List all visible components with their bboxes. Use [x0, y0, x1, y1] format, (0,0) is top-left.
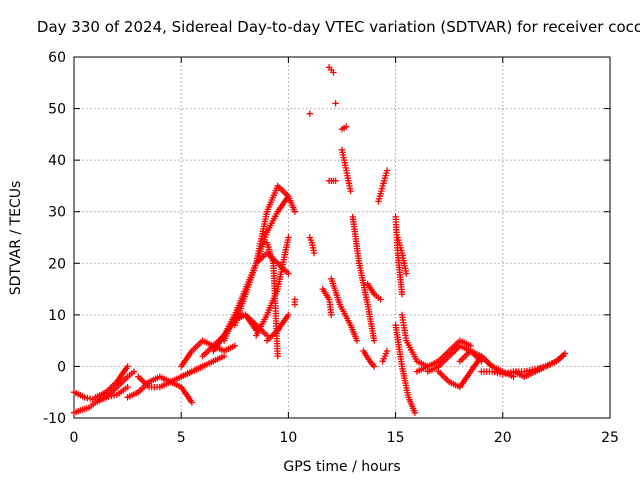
plus-markers	[124, 373, 196, 406]
series-3	[92, 363, 131, 401]
plus-markers	[291, 296, 298, 308]
plus-markers	[392, 322, 419, 416]
plus-markers	[394, 234, 410, 277]
plus-markers	[70, 368, 138, 416]
series-20	[325, 64, 337, 76]
series-23	[338, 123, 350, 133]
series-6	[178, 352, 228, 380]
series-12	[253, 182, 298, 267]
data-marks	[70, 64, 569, 416]
series-4	[124, 373, 196, 406]
grid-lines	[74, 57, 610, 418]
plus-markers	[338, 123, 350, 133]
plus-markers	[379, 347, 391, 365]
plus-markers	[398, 311, 431, 370]
series-24	[338, 146, 354, 195]
series-41	[521, 352, 566, 380]
x-tick-label: 15	[387, 430, 405, 446]
x-tick-label: 0	[70, 430, 79, 446]
series-2	[70, 368, 138, 416]
series-14	[263, 311, 292, 344]
series-25	[328, 275, 361, 344]
series-27	[360, 347, 378, 370]
plus-markers	[253, 182, 298, 267]
plus-markers	[306, 110, 313, 117]
y-tick-label: -10	[43, 411, 66, 427]
series-30	[379, 347, 391, 365]
series-26	[349, 213, 378, 344]
x-tick-label: 5	[177, 430, 186, 446]
plot-frame	[73, 56, 611, 419]
y-tick-label: 30	[48, 205, 66, 221]
plus-markers	[263, 311, 292, 344]
plus-markers	[178, 352, 228, 380]
plus-markers	[521, 352, 566, 380]
series-32	[394, 234, 410, 277]
plus-markers	[325, 177, 339, 184]
series-17	[306, 234, 318, 257]
series-5	[135, 363, 206, 391]
chart-title: Day 330 of 2024, Sidereal Day-to-day VTE…	[37, 18, 640, 36]
series-34	[398, 311, 431, 370]
x-tick-label: 20	[494, 430, 512, 446]
plus-markers	[306, 234, 318, 257]
series-16	[291, 296, 298, 308]
x-tick-label: 25	[601, 430, 619, 446]
plus-markers	[332, 100, 339, 107]
plus-markers	[92, 363, 131, 401]
series-28	[364, 280, 384, 303]
x-axis-ticks: 0 5 10 15 20 25	[70, 57, 619, 446]
plus-markers	[253, 234, 292, 339]
plus-markers	[135, 363, 206, 391]
y-axis-ticks: -10 0 10 20 30 40 50 60	[43, 50, 610, 427]
y-tick-label: 50	[48, 102, 66, 118]
plus-markers	[375, 167, 391, 205]
y-tick-label: 40	[48, 153, 66, 169]
plus-markers	[413, 337, 474, 375]
plus-markers	[319, 285, 335, 319]
series-33	[392, 322, 419, 416]
y-tick-label: 60	[48, 50, 66, 66]
series-29	[375, 167, 391, 205]
plus-markers	[510, 350, 569, 380]
plus-markers	[338, 146, 354, 195]
plus-markers	[349, 213, 378, 344]
series-15	[253, 234, 292, 339]
series-35	[413, 337, 474, 375]
x-axis-label: GPS time / hours	[283, 459, 400, 475]
series-22	[332, 100, 339, 107]
series-19	[319, 285, 335, 319]
plus-markers	[364, 280, 384, 303]
plus-markers	[328, 275, 361, 344]
y-tick-label: 0	[57, 359, 66, 375]
y-tick-label: 10	[48, 308, 66, 324]
y-tick-label: 20	[48, 256, 66, 272]
series-40	[510, 350, 569, 380]
plus-markers	[325, 64, 337, 76]
series-21	[325, 177, 339, 184]
y-axis-label: SDTVAR / TECUs	[8, 181, 24, 296]
series-18	[306, 110, 313, 117]
plus-markers	[360, 347, 378, 370]
x-tick-label: 10	[279, 430, 297, 446]
